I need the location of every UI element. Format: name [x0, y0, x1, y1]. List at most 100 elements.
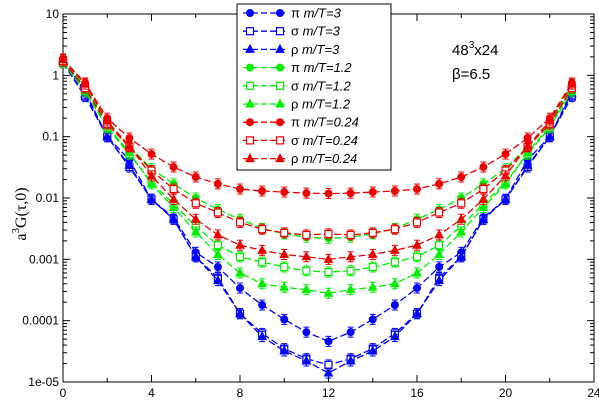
data-point — [390, 258, 399, 267]
data-point — [345, 355, 356, 365]
data-point — [346, 230, 355, 240]
data-point — [435, 179, 444, 188]
legend-mt: m/T=3 — [302, 42, 340, 57]
data-point — [368, 262, 377, 272]
data-point — [146, 193, 157, 203]
data-point — [235, 267, 245, 277]
data-point — [280, 228, 289, 237]
data-point — [324, 189, 333, 198]
data-point — [324, 360, 333, 370]
data-point — [323, 287, 334, 297]
data-point — [190, 213, 201, 223]
legend-marker — [246, 63, 254, 72]
data-point — [190, 226, 201, 236]
data-point — [301, 251, 312, 261]
data-point — [412, 218, 422, 227]
legend-entry: σ m/T=0.24 — [243, 133, 358, 148]
data-point — [501, 150, 510, 159]
legend-entry: ρ m/T=1.2 — [243, 97, 351, 112]
legend-mt: m/T=1.2 — [304, 60, 353, 75]
x-tick-label: 16 — [410, 386, 424, 400]
legend-label: σ m/T=3 — [291, 24, 341, 39]
annotation: 483x24 β=6.5 — [452, 40, 498, 83]
data-point — [258, 258, 267, 267]
data-point — [235, 252, 245, 261]
data-point — [257, 244, 267, 254]
legend-label: ρ m/T=3 — [291, 42, 340, 57]
legend-greek: σ — [291, 78, 303, 93]
legend: π m/T=3σ m/T=3ρ m/T=3π m/T=1.2σ m/T=1.2ρ… — [236, 3, 392, 171]
legend-marker — [275, 43, 285, 53]
x-tick-label: 4 — [148, 386, 155, 400]
data-point — [280, 262, 289, 272]
data-point — [124, 159, 135, 169]
data-point — [346, 266, 355, 275]
data-point — [434, 229, 444, 239]
data-point — [457, 172, 466, 181]
data-point — [169, 184, 178, 194]
data-point — [191, 172, 200, 181]
legend-marker — [246, 9, 254, 17]
data-point — [434, 248, 444, 258]
legend-marker — [245, 153, 255, 163]
legend-mt: m/T=0.24 — [302, 151, 357, 166]
data-point — [258, 301, 267, 310]
legend-greek: ρ — [291, 97, 302, 112]
legend-marker — [276, 118, 284, 127]
legend-marker — [245, 136, 255, 145]
y-tick-label: 1 — [52, 68, 59, 82]
data-point — [390, 331, 400, 341]
legend-label: π m/T=1.2 — [291, 60, 352, 75]
data-point — [324, 337, 333, 346]
data-point — [146, 170, 157, 180]
data-point — [302, 189, 311, 198]
lattice-base: 48 — [452, 42, 469, 59]
data-point — [412, 239, 422, 249]
data-point — [390, 225, 399, 234]
data-point — [544, 115, 555, 125]
legend-label: σ m/T=1.2 — [291, 78, 351, 93]
data-point — [213, 275, 223, 285]
data-point — [58, 54, 68, 64]
legend-marker — [275, 98, 285, 108]
data-point — [235, 308, 245, 318]
data-point — [213, 262, 222, 271]
data-point — [500, 193, 511, 203]
legend-entry: π m/T=1.2 — [243, 60, 352, 75]
series-line — [62, 59, 573, 343]
data-point — [213, 248, 223, 258]
x-tick-label: 12 — [322, 386, 336, 400]
data-point — [258, 187, 267, 196]
data-point — [456, 226, 467, 236]
legend-marker — [275, 136, 285, 145]
data-point — [168, 201, 179, 212]
y-tick-label: 0.001 — [29, 252, 59, 266]
data-point — [258, 225, 267, 234]
x-tick-label: 24 — [587, 386, 599, 400]
legend-mt: m/T=1.2 — [302, 97, 351, 112]
data-point — [213, 179, 222, 188]
data-point — [345, 284, 356, 294]
data-point — [346, 328, 355, 337]
data-point — [522, 140, 533, 150]
legend-marker — [276, 63, 284, 72]
data-point — [124, 140, 135, 150]
series-8 — [58, 54, 577, 265]
data-point — [478, 193, 489, 203]
data-point — [236, 284, 244, 293]
legend-greek: π — [291, 60, 304, 75]
data-point — [324, 229, 333, 238]
legend-greek: π — [291, 6, 304, 21]
lattice-rest: x24 — [474, 42, 498, 59]
series-line — [62, 62, 573, 366]
data-point — [257, 278, 267, 288]
legend-label: ρ m/T=1.2 — [291, 97, 351, 112]
legend-label: π m/T=0.24 — [291, 115, 359, 130]
legend-marker — [275, 27, 285, 36]
y-tick-label: 1e-05 — [28, 375, 59, 389]
beta-label: β=6.5 — [452, 66, 490, 83]
data-point — [479, 184, 488, 194]
data-point — [412, 308, 422, 318]
data-point — [323, 367, 334, 377]
